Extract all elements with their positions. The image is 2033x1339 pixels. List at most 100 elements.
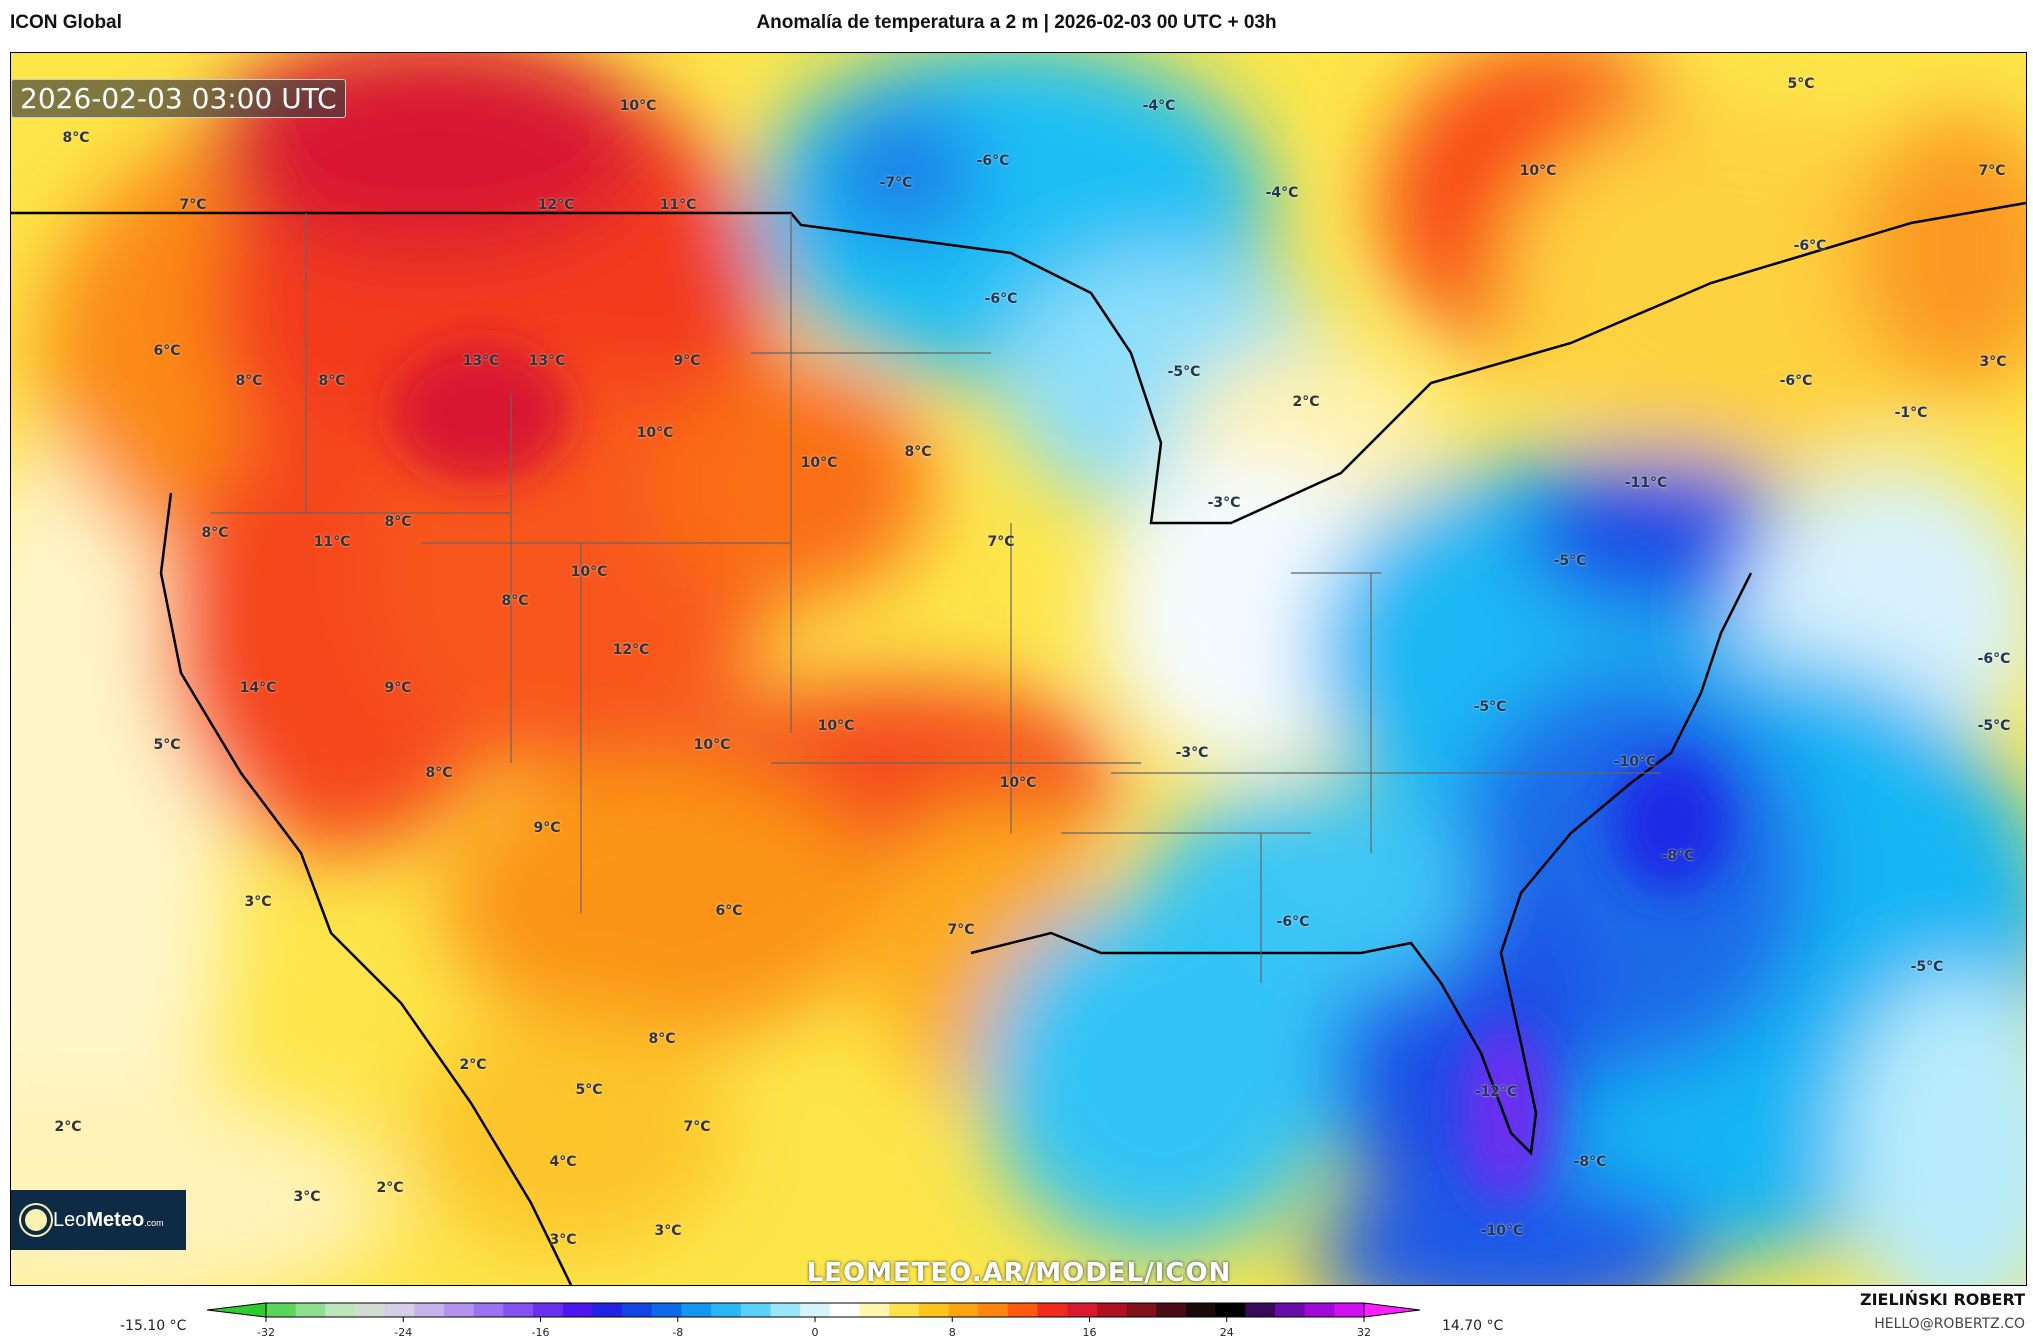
temperature-label: 7°C [683,1119,711,1135]
colorbar-segment [1096,1303,1128,1317]
temperature-label: 8°C [904,444,932,460]
temperature-label: 10°C [1519,163,1557,179]
colorbar-tick-label: -8 [672,1326,684,1339]
colorbar-segment [295,1303,326,1317]
temperature-label: -3°C [1207,495,1241,511]
temperature-label: 8°C [235,373,263,389]
colorbar-segment [622,1303,653,1317]
temperature-label: 13°C [462,353,500,369]
colorbar-max-extend [1363,1302,1421,1318]
temperature-label: 13°C [528,353,566,369]
temperature-label: 10°C [693,737,731,753]
colorbar-segment [651,1303,682,1317]
colorbar-segment [948,1303,979,1317]
anomaly-field [11,53,2026,1285]
temperature-label: 11°C [659,197,697,213]
valid-time-stamp: 2026-02-03 03:00 UTC [11,79,346,118]
author-email: HELLO@ROBERTZ.CO [1874,1316,2025,1332]
colorbar-segment [414,1303,445,1317]
temperature-label: -5°C [1977,718,2011,734]
temperature-label: 9°C [673,353,701,369]
coastlines [11,201,2026,1285]
temperature-label: 3°C [293,1189,321,1205]
temperature-label: 8°C [62,130,90,146]
colorbar-tick-label: -32 [257,1326,275,1339]
temperature-label: 7°C [947,922,975,938]
temperature-label: -6°C [984,291,1018,307]
temperature-label: 10°C [636,425,674,441]
colorbar-segment [592,1303,623,1317]
colorbar-tick-label: 0 [811,1326,819,1339]
temperature-label: 8°C [201,525,229,541]
colorbar-segment [384,1303,415,1317]
temperature-label: -6°C [1977,651,2011,667]
temperature-label: 4°C [549,1154,577,1170]
watermark: LEOMETEO.AR/MODEL/ICON [806,1258,1232,1286]
temperature-label: 9°C [384,680,412,696]
colorbar-min-label: -15.10 °C [120,1318,187,1334]
temperature-label: -6°C [1276,914,1310,930]
colorbar-segment [740,1303,771,1317]
colorbar-segment [1037,1303,1068,1317]
temperature-label: 8°C [648,1031,676,1047]
colorbar-min-extend [206,1302,267,1318]
state-borders [211,213,1661,983]
colorbar-segment [918,1303,950,1317]
temperature-label: 6°C [153,343,181,359]
temperature-label: 10°C [817,718,855,734]
temperature-label: -8°C [1661,848,1695,864]
temperature-label: 9°C [533,820,561,836]
colorbar-segment [711,1303,742,1317]
colorbar-segment [859,1303,890,1317]
temperature-label: 3°C [549,1232,577,1248]
temperature-label: 8°C [425,765,453,781]
colorbar-segment [533,1303,564,1317]
temperature-label: 6°C [715,903,743,919]
colorbar-segment [444,1303,475,1317]
temperature-label: -5°C [1167,364,1201,380]
colorbar-segment [1007,1303,1039,1317]
temperature-label: 12°C [612,642,650,658]
colorbar-segment [681,1303,712,1317]
temperature-anomaly-map: 2026-02-03 03:00 UTC 8°C 10°C 12°C 11°C 7°C -… [10,52,2027,1286]
temperature-label: 10°C [999,775,1037,791]
colorbar-segment [473,1303,504,1317]
colorbar-segment [889,1303,920,1317]
temperature-label: -5°C [1473,699,1507,715]
temperature-label: -5°C [1553,553,1587,569]
temperature-label: -12°C [1474,1084,1518,1100]
temperature-label: 7°C [1978,163,2006,179]
temperature-label: 2°C [376,1180,404,1196]
temperature-label: -11°C [1624,475,1668,491]
temperature-label: 2°C [54,1119,82,1135]
colorbar-max-label: 14.70 °C [1442,1318,1504,1334]
colorbar-segment [1185,1303,1217,1317]
temperature-label: 8°C [384,514,412,530]
colorbar-segment [1334,1303,1365,1317]
logo-text: LeoMeteo.com [53,1208,164,1231]
temperature-label: -10°C [1480,1223,1524,1239]
map-title: Anomalía de temperatura a 2 m | 2026-02-… [756,12,1277,33]
colorbar-segment [1156,1303,1187,1317]
temperature-label: 3°C [1979,354,2007,370]
colorbar-segment [266,1303,297,1317]
author-credit: ZIELIŃSKI ROBERT [1859,1290,2025,1309]
sun-icon [25,1209,47,1231]
temperature-label: 5°C [153,737,181,753]
temperature-label: 10°C [570,564,608,580]
colorbar-segment [1215,1303,1246,1317]
temperature-label: 7°C [987,534,1015,550]
temperature-label: -6°C [1793,238,1827,254]
temperature-label: -1°C [1894,405,1928,421]
colorbar-segment [1274,1303,1306,1317]
colorbar-segment [325,1303,356,1317]
colorbar-segment [1304,1303,1335,1317]
colorbar-tick-label: -24 [394,1326,413,1339]
colorbar-segment [1245,1303,1276,1317]
temperature-label: 3°C [244,894,272,910]
temperature-label: -8°C [1573,1154,1607,1170]
colorbar-tick-label: 32 [1357,1326,1371,1339]
temperature-label: -3°C [1175,745,1209,761]
colorbar-segment [800,1303,831,1317]
temperature-label: 8°C [501,593,529,609]
